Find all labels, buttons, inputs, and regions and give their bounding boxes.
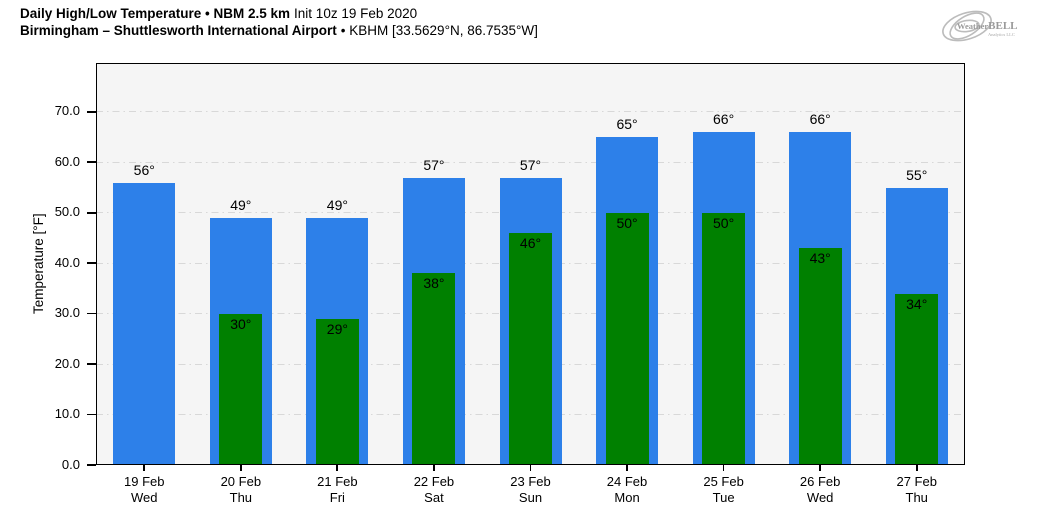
low-value-label: 50° <box>713 214 735 231</box>
y-tick <box>87 413 96 416</box>
high-value-label: 56° <box>133 161 155 178</box>
x-tick-date: 25 Feb <box>703 474 744 489</box>
x-tick-label: 20 Feb Thu <box>193 474 289 506</box>
x-tick-day: Thu <box>905 490 928 505</box>
x-tick-day: Sat <box>424 490 444 505</box>
high-value-label: 55° <box>906 166 928 183</box>
low-bar <box>798 248 842 465</box>
y-tick-label: 70.0 <box>54 103 80 119</box>
high-value-label: 65° <box>616 116 638 133</box>
x-tick-date: 22 Feb <box>413 474 455 489</box>
title-line-2: Birmingham – Shuttlesworth International… <box>20 23 538 40</box>
y-tick <box>87 262 96 265</box>
low-value-label: 50° <box>616 214 638 231</box>
low-value-label: 30° <box>230 315 252 332</box>
x-tick-date: 26 Feb <box>799 474 841 489</box>
x-tick <box>819 465 821 471</box>
low-value-label: 46° <box>519 234 542 251</box>
low-bar <box>315 318 359 465</box>
low-value-label: 34° <box>906 295 928 312</box>
high-value-label: 57° <box>519 156 542 173</box>
low-value-label: 29° <box>326 320 348 337</box>
x-tick-day: Thu <box>229 490 253 505</box>
x-tick-label: 23 Feb Sun <box>483 474 579 506</box>
high-bar <box>113 182 176 465</box>
gridline <box>96 161 965 163</box>
gridline <box>96 111 965 113</box>
x-tick-day: Mon <box>614 490 640 505</box>
high-value-label: 57° <box>423 156 445 173</box>
y-tick-label: 0.0 <box>61 456 80 472</box>
y-tick <box>87 110 96 113</box>
y-tick-label: 30.0 <box>54 305 80 321</box>
x-tick-label: 22 Feb Sat <box>386 474 482 506</box>
high-value-label: 49° <box>326 196 348 213</box>
x-tick-date: 27 Feb <box>896 474 937 489</box>
logo-subtext: Analytics LLC <box>988 32 1015 37</box>
low-bar <box>412 273 456 465</box>
x-tick-date: 19 Feb <box>124 474 165 489</box>
x-tick <box>529 465 532 471</box>
x-tick-day: Sun <box>518 490 543 505</box>
x-tick-date: 21 Feb <box>317 474 358 489</box>
y-tick-label: 10.0 <box>54 406 80 422</box>
low-bar <box>895 293 939 465</box>
y-tick <box>87 363 96 365</box>
y-tick-label: 40.0 <box>54 254 80 270</box>
chart-title: Daily High/Low Temperature • NBM 2.5 km <box>20 6 291 21</box>
high-value-label: 49° <box>230 196 252 213</box>
x-tick <box>915 465 918 471</box>
y-tick-label: 60.0 <box>54 153 80 169</box>
high-value-label: 66° <box>713 111 735 128</box>
y-tick-label: 20.0 <box>54 355 80 371</box>
low-bar <box>605 212 649 465</box>
y-tick <box>87 312 96 315</box>
y-tick-label: 50.0 <box>54 204 80 220</box>
y-tick <box>87 161 96 164</box>
x-tick-label: 19 Feb Wed <box>96 474 192 506</box>
logo-text: WeatherBELL <box>957 20 1018 32</box>
x-tick <box>336 465 339 471</box>
title-line-1: Daily High/Low Temperature • NBM 2.5 km I… <box>20 6 538 23</box>
x-tick <box>626 465 628 471</box>
y-tick <box>87 464 96 466</box>
x-tick-label: 21 Feb Fri <box>289 474 385 506</box>
x-tick-date: 24 Feb <box>606 474 648 489</box>
x-tick-day: Wed <box>131 490 158 505</box>
x-tick-label: 27 Feb Thu <box>869 474 965 506</box>
x-tick-day: Fri <box>329 490 345 505</box>
low-value-label: 43° <box>809 250 831 267</box>
station-id-coords: • KBHM [33.5629°N, 86.7535°W] <box>340 22 538 38</box>
x-tick <box>722 465 725 471</box>
chart-header: Daily High/Low Temperature • NBM 2.5 km I… <box>20 6 538 39</box>
y-tick <box>87 211 96 214</box>
low-bar <box>509 232 552 465</box>
high-value-label: 66° <box>809 111 831 128</box>
x-tick <box>432 465 435 471</box>
plot-area: 56° 49° 30° 49° 29° 57° 38° 57° 46° 65° 50° 66° 50° 6… <box>96 63 965 465</box>
station-name: Birmingham – Shuttlesworth International… <box>20 22 337 38</box>
x-tick-label: 24 Feb Mon <box>579 474 675 506</box>
x-tick-date: 20 Feb <box>220 474 262 489</box>
init-time-label: Init 10z 19 Feb 2020 <box>294 6 418 21</box>
x-tick-day: Tue <box>712 490 735 505</box>
x-tick <box>239 465 242 471</box>
weatherbell-logo-icon: WeatherBELL Analytics LLC <box>942 10 1018 42</box>
low-bar <box>219 313 263 465</box>
x-tick-label: 26 Feb Wed <box>772 474 868 506</box>
x-tick <box>143 465 146 471</box>
x-tick-label: 25 Feb Tue <box>676 474 772 506</box>
x-tick-day: Wed <box>806 490 834 505</box>
x-tick-date: 23 Feb <box>510 474 551 489</box>
weatherbell-logo: WeatherBELL Analytics LLC <box>940 2 1032 50</box>
low-bar <box>702 212 746 465</box>
low-value-label: 38° <box>423 275 445 292</box>
